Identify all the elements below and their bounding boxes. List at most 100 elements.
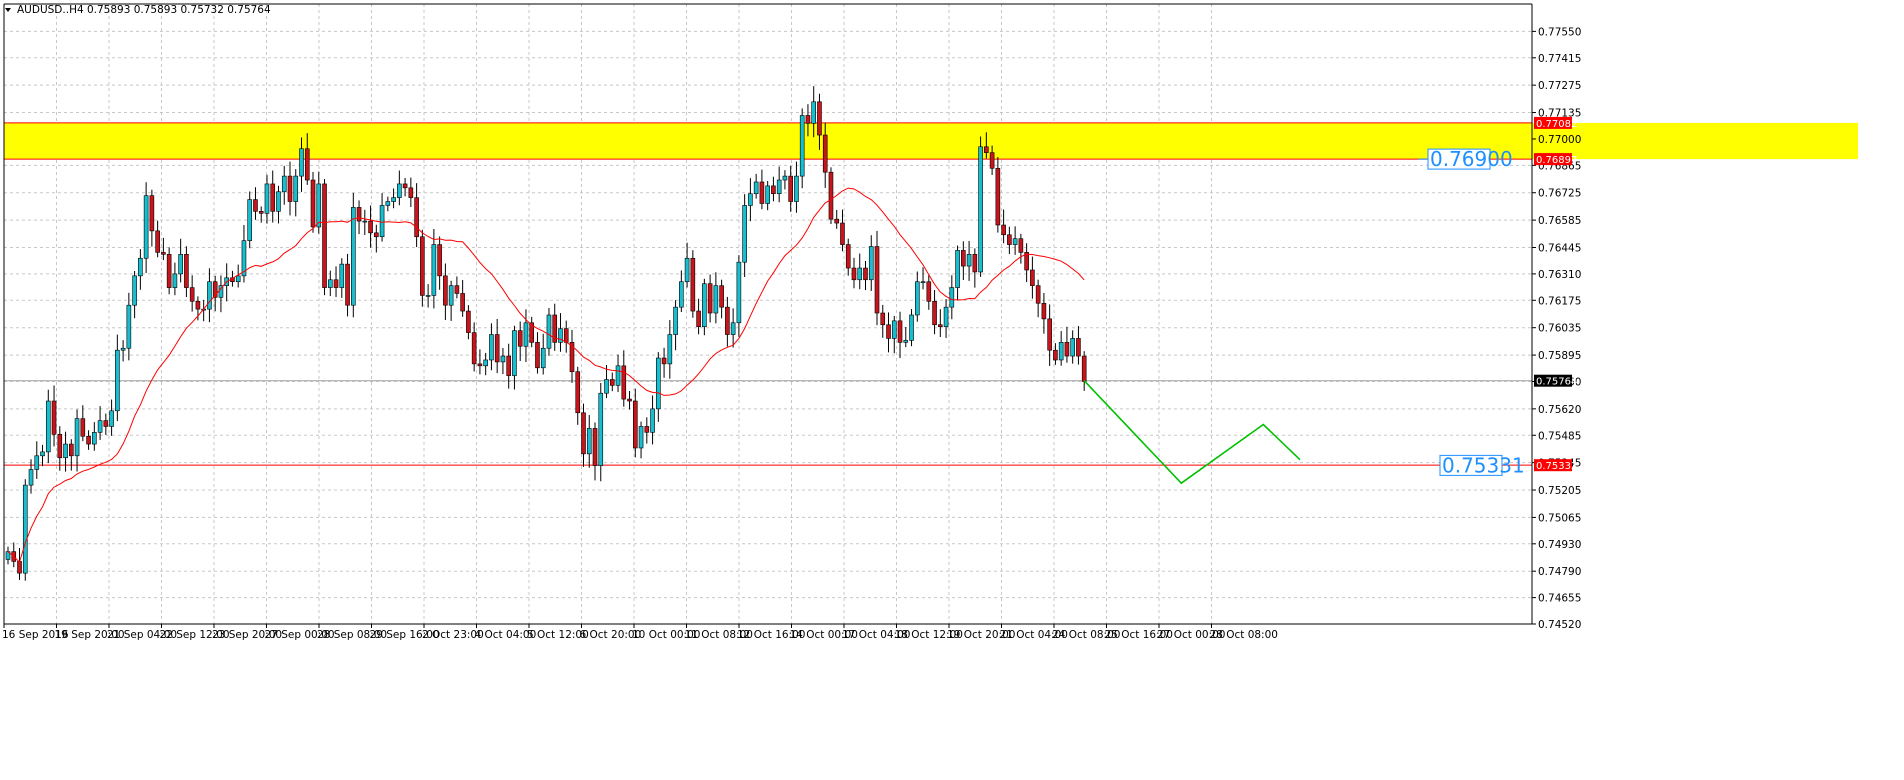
candle	[903, 326, 909, 348]
candle	[978, 136, 983, 277]
candle	[748, 178, 753, 222]
bull-candle-body	[247, 199, 253, 241]
bull-candle-body	[207, 281, 212, 310]
bull-candle-body	[540, 347, 546, 369]
candle	[184, 246, 189, 297]
candle	[379, 193, 385, 242]
candle	[212, 275, 218, 312]
bear-candle-body	[961, 250, 966, 267]
price-tags-layer: 0.76900 0.75331 0.77082 0.76897 0.75764 0.753…	[1418, 116, 1577, 477]
bear-candle-body	[103, 420, 109, 427]
symbol-dropdown-icon[interactable]	[5, 8, 11, 12]
bull-candle-body	[178, 254, 183, 275]
candle	[650, 395, 655, 445]
bull-candle-body	[132, 275, 137, 306]
candle	[753, 173, 759, 199]
bull-candle-body	[909, 314, 914, 341]
candle	[253, 187, 258, 220]
bull-candle-body	[241, 240, 247, 277]
bull-candle-body	[1012, 238, 1018, 245]
candle	[661, 347, 667, 378]
y-tick-label: 0.74520	[1538, 619, 1581, 631]
candle	[51, 385, 57, 447]
y-tick-label: 0.75485	[1538, 430, 1581, 442]
bear-candle-body	[184, 254, 189, 288]
bull-candle-body	[172, 273, 178, 288]
candle	[310, 171, 316, 233]
bull-candle-body	[638, 426, 644, 449]
bear-candle-body	[897, 320, 903, 343]
candle	[109, 399, 114, 436]
y-tick-label: 0.76035	[1538, 323, 1581, 335]
candle	[868, 235, 874, 291]
bull-candle-body	[776, 179, 782, 195]
candle	[356, 200, 362, 235]
bull-candle-body	[782, 175, 788, 181]
bear-candle-body	[932, 300, 937, 326]
bear-candle-body	[874, 246, 880, 314]
candle	[506, 343, 511, 389]
bull-candle-body	[339, 263, 345, 288]
candle	[880, 304, 886, 338]
candle	[794, 161, 799, 213]
current-price-tag-label: 0.75764	[1536, 377, 1577, 388]
bear-candle-body	[304, 148, 310, 181]
candle	[932, 289, 937, 335]
y-tick-label: 0.74655	[1538, 593, 1581, 605]
bull-candle-body	[28, 469, 34, 486]
y-tick-label: 0.76175	[1538, 295, 1581, 307]
bull-candle-body	[281, 175, 287, 193]
bull-candle-body	[702, 283, 707, 328]
candle	[586, 414, 592, 468]
y-tick-label: 0.75895	[1538, 350, 1581, 362]
bear-candle-body	[771, 185, 776, 195]
candle	[1007, 226, 1012, 254]
bull-candle-body	[22, 484, 28, 574]
bull-candle-body	[489, 334, 494, 361]
bear-candle-body	[1041, 302, 1047, 320]
x-tick-label: 18 Oct 12:00	[895, 629, 963, 641]
candle	[840, 209, 845, 252]
bear-candle-body	[592, 428, 598, 466]
candle	[1001, 209, 1006, 244]
candle	[615, 354, 621, 393]
y-tick-label: 0.74930	[1538, 539, 1581, 551]
bull-candle-body	[679, 281, 684, 308]
bull-candle-body	[276, 191, 281, 212]
bull-candle-body	[126, 304, 132, 349]
bull-candle-body	[299, 148, 304, 177]
candle	[92, 422, 97, 451]
projection-layer	[1083, 380, 1301, 485]
bear-candle-body	[86, 435, 91, 445]
candle	[1058, 331, 1064, 366]
candle	[1035, 279, 1041, 318]
bull-candle-body	[120, 347, 126, 351]
target-high-label: 0.76900	[1430, 147, 1513, 171]
bear-candle-body	[828, 171, 834, 220]
candle	[1047, 304, 1052, 366]
candle	[989, 145, 995, 175]
bull-candle-body	[97, 420, 103, 433]
candle	[679, 270, 684, 313]
candle	[834, 209, 840, 229]
bull-candle-body	[448, 285, 454, 306]
candle	[500, 347, 506, 375]
bear-candle-body	[840, 222, 845, 245]
candle	[811, 86, 817, 138]
candle	[304, 133, 310, 185]
candle	[822, 122, 828, 188]
candle	[207, 268, 212, 323]
candle	[638, 421, 644, 459]
resistance-top-tag-label: 0.77082	[1536, 119, 1577, 130]
x-tick-label: 25 Oct 16:00	[1105, 629, 1173, 641]
symbol-info: AUDUSD..H4 0.75893 0.75893 0.75732 0.757…	[17, 4, 271, 16]
bear-candle-body	[1030, 269, 1035, 286]
bull-candle-body	[1070, 338, 1075, 357]
bull-candle-body	[811, 101, 817, 124]
x-tick-label: 27 Sep 00:00	[265, 629, 335, 641]
bear-candle-body	[408, 187, 414, 198]
moving-average-layer	[7, 187, 1085, 564]
candle	[742, 194, 747, 277]
candle	[235, 264, 241, 288]
